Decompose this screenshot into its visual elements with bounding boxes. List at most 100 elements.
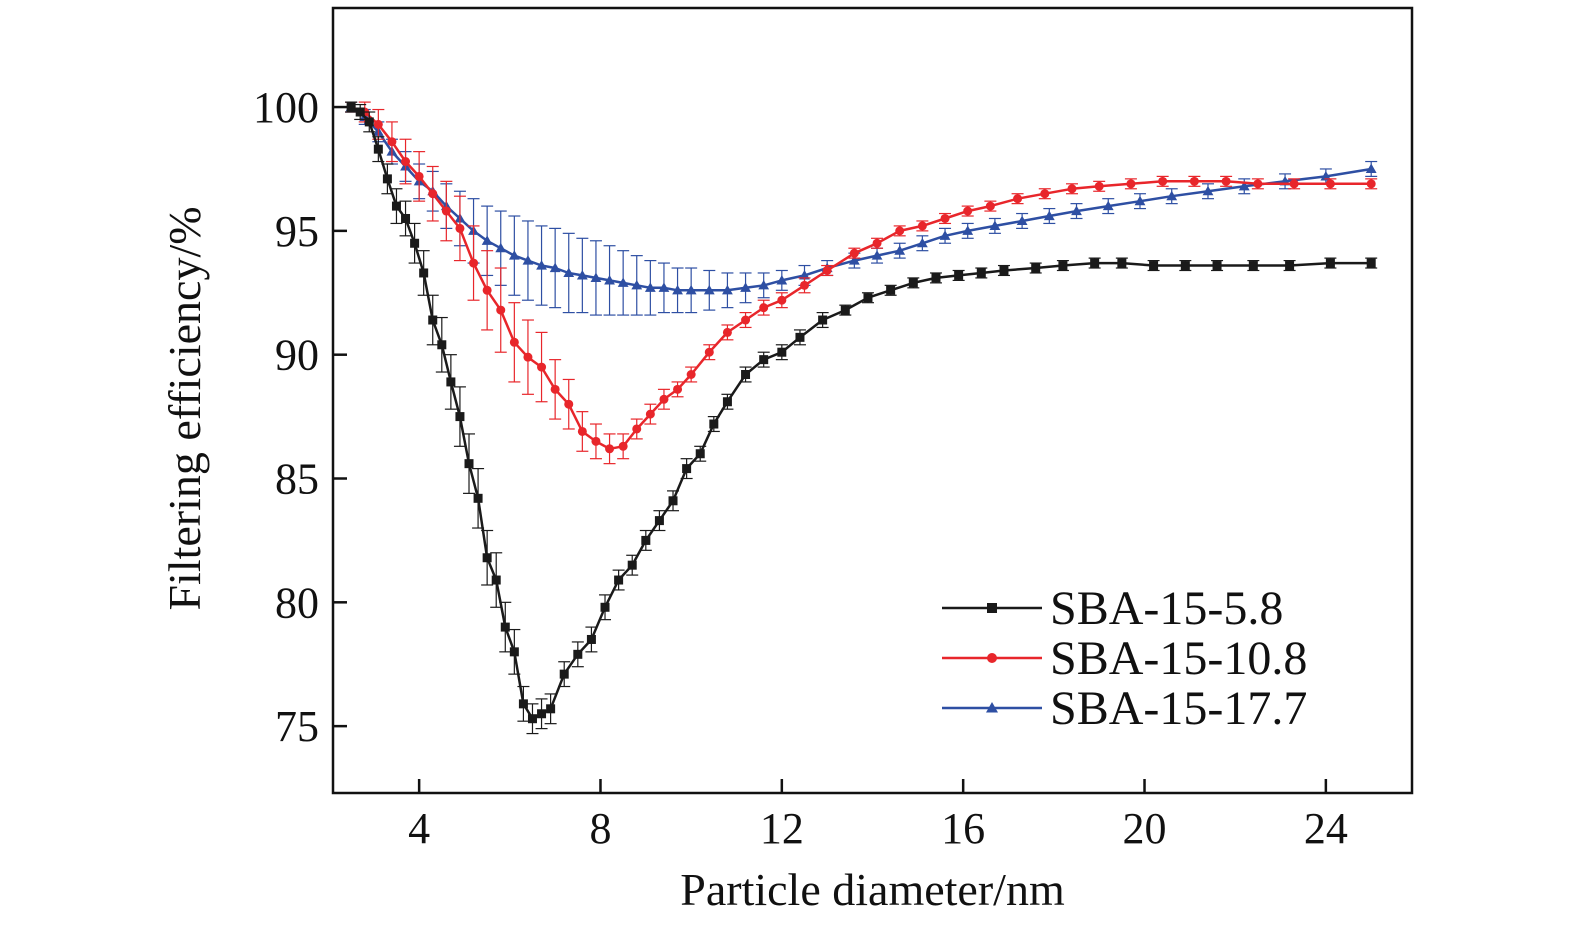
data-point bbox=[962, 225, 974, 235]
data-point bbox=[591, 436, 601, 446]
data-point bbox=[985, 201, 995, 211]
data-point bbox=[1094, 181, 1104, 191]
data-point bbox=[410, 238, 420, 248]
data-point bbox=[382, 174, 392, 184]
data-point bbox=[627, 560, 637, 570]
data-point bbox=[722, 284, 733, 295]
data-point bbox=[741, 369, 751, 379]
data-point bbox=[1366, 179, 1376, 189]
data-point bbox=[559, 669, 569, 679]
data-point bbox=[631, 279, 643, 290]
data-point bbox=[387, 137, 397, 147]
data-point bbox=[703, 284, 715, 295]
data-point bbox=[849, 248, 859, 258]
data-point bbox=[777, 295, 787, 305]
data-point bbox=[573, 649, 583, 659]
data-point bbox=[546, 704, 556, 714]
data-point bbox=[722, 397, 732, 407]
series-1 bbox=[345, 101, 1378, 465]
data-point bbox=[1067, 184, 1077, 194]
data-point bbox=[795, 332, 805, 342]
data-point bbox=[940, 213, 950, 223]
data-point bbox=[495, 242, 507, 253]
data-point bbox=[563, 267, 575, 278]
data-point bbox=[536, 260, 547, 270]
data-point bbox=[818, 315, 828, 325]
data-point bbox=[509, 647, 519, 657]
data-point bbox=[963, 206, 973, 216]
data-point bbox=[645, 409, 655, 419]
data-point bbox=[1221, 176, 1231, 186]
data-point bbox=[695, 449, 705, 459]
data-point bbox=[401, 157, 411, 167]
data-point bbox=[614, 575, 624, 585]
data-point bbox=[871, 250, 883, 260]
data-point bbox=[1126, 179, 1136, 189]
data-point bbox=[1043, 210, 1055, 221]
data-point bbox=[1149, 261, 1159, 271]
data-point bbox=[518, 699, 528, 709]
data-point bbox=[1166, 190, 1178, 201]
data-point bbox=[1365, 163, 1377, 174]
data-point bbox=[777, 347, 787, 357]
data-point bbox=[618, 441, 628, 451]
y-tick-label: 100 bbox=[253, 83, 319, 132]
data-point bbox=[564, 399, 574, 409]
data-point bbox=[999, 265, 1009, 275]
data-point bbox=[641, 535, 651, 545]
y-tick-label: 80 bbox=[275, 578, 319, 627]
data-point bbox=[989, 220, 1001, 230]
y-tick-label: 95 bbox=[275, 207, 319, 256]
data-point bbox=[632, 424, 642, 434]
data-point bbox=[659, 394, 669, 404]
legend-marker bbox=[987, 603, 997, 613]
data-point bbox=[799, 270, 810, 280]
data-point bbox=[428, 189, 438, 199]
data-point bbox=[722, 327, 732, 337]
data-point bbox=[1320, 170, 1332, 181]
data-point bbox=[491, 575, 501, 585]
data-point bbox=[482, 285, 492, 295]
data-point bbox=[509, 337, 519, 347]
x-tick-label: 20 bbox=[1123, 804, 1167, 853]
data-point bbox=[668, 496, 678, 506]
data-point bbox=[464, 459, 474, 469]
series-2 bbox=[345, 101, 1378, 316]
legend-marker bbox=[986, 702, 998, 713]
series-line bbox=[350, 105, 1372, 451]
data-point bbox=[658, 282, 670, 292]
data-point bbox=[508, 250, 520, 260]
data-point bbox=[848, 255, 860, 265]
data-point bbox=[1325, 258, 1335, 268]
data-point bbox=[1102, 200, 1114, 211]
data-point bbox=[886, 285, 896, 295]
data-point bbox=[446, 377, 456, 387]
axis-ticks: 4 8 12 16 20 24 75 80 85 90 95 100 bbox=[253, 83, 1348, 853]
data-point bbox=[1031, 263, 1041, 273]
data-point bbox=[863, 293, 873, 303]
data-point bbox=[605, 444, 615, 454]
data-point bbox=[872, 238, 882, 248]
data-point bbox=[500, 622, 510, 632]
data-point bbox=[600, 602, 610, 612]
y-axis-title: Filtering efficiency/% bbox=[159, 206, 210, 610]
data-point bbox=[391, 201, 401, 211]
data-point bbox=[577, 426, 587, 436]
data-point bbox=[1212, 261, 1222, 271]
data-point bbox=[1285, 261, 1295, 271]
data-point bbox=[1013, 194, 1023, 204]
data-point bbox=[1238, 180, 1250, 191]
data-point bbox=[908, 278, 918, 288]
data-point bbox=[709, 419, 719, 429]
chart-marks bbox=[345, 101, 1378, 735]
y-tick-label: 90 bbox=[275, 331, 319, 380]
data-point bbox=[1202, 185, 1214, 196]
data-point bbox=[1325, 179, 1335, 189]
series-0 bbox=[345, 101, 1378, 735]
data-point bbox=[895, 226, 905, 236]
data-point bbox=[1040, 189, 1050, 199]
data-point bbox=[1366, 258, 1376, 268]
data-point bbox=[1071, 205, 1082, 216]
data-point bbox=[776, 274, 788, 285]
